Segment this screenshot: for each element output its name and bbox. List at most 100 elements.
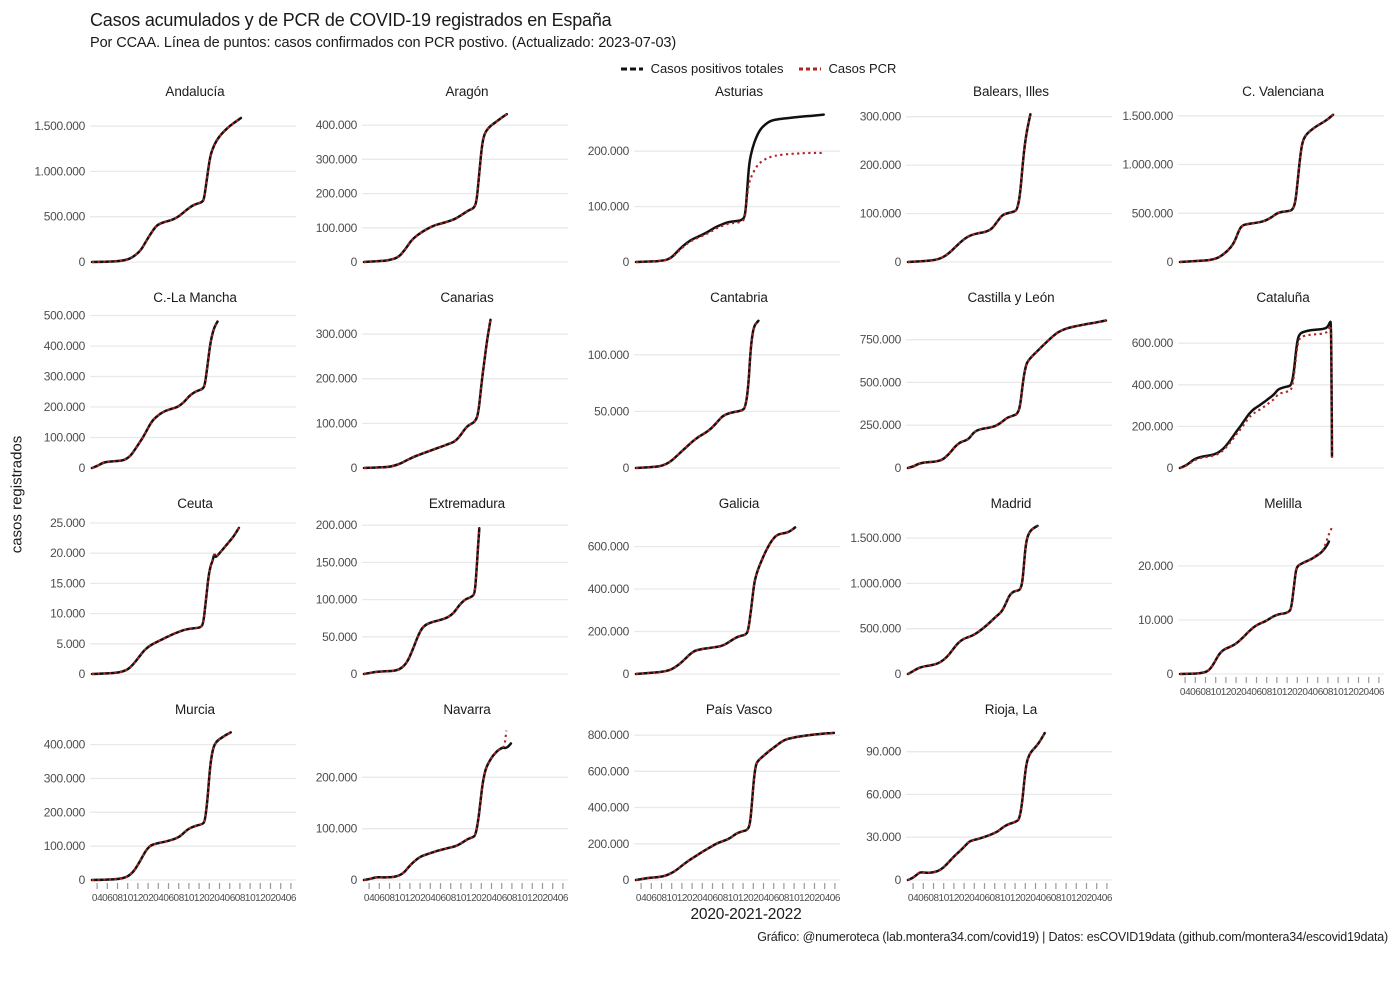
facet-title: Andalucía	[165, 84, 225, 99]
facet-C.-La Mancha: C.-La Mancha 0 100.000 200.000 300.000 400.00…	[28, 288, 300, 494]
chart-legend: Casos positivos totales Casos PCR	[126, 61, 1390, 76]
y-tick-label: 500.000	[1132, 206, 1174, 220]
total-line	[1178, 540, 1331, 676]
y-axis-label: casos registrados	[8, 435, 26, 553]
y-tick-label: 15.000	[50, 576, 86, 590]
facet-Cataluña: Cataluña 0 200.000 400.000 600.000	[1116, 288, 1388, 494]
y-tick-label: 0	[895, 255, 902, 269]
facet-grid: Andalucía 0 500.000 1.000.000 1.500.000 Aragó…	[28, 82, 1388, 906]
y-tick-label: 300.000	[316, 327, 358, 341]
x-tick-label: 10	[939, 893, 950, 904]
y-tick-label: 0	[895, 461, 902, 475]
pcr-line	[907, 732, 1046, 881]
x-tick-label: 12	[1343, 687, 1354, 698]
x-tick-label: 02	[1081, 893, 1092, 904]
total-line	[362, 112, 509, 264]
facet-Canarias: Canarias 0 100.000 200.000 300.000	[300, 288, 572, 494]
x-tick-label: 10	[517, 893, 528, 904]
y-tick-label: 50.000	[594, 404, 630, 418]
total-line	[90, 731, 232, 882]
y-tick-label: 400.000	[44, 738, 86, 752]
facet-Aragón: Aragón 0 100.000 200.000 300.000 400.000	[300, 82, 572, 288]
x-tick-label: 10	[789, 893, 800, 904]
facet-title: Castilla y León	[967, 290, 1055, 305]
pcr-line	[635, 731, 834, 882]
facet-Rioja, La: Rioja, La 0 30.000 60.000 90.000 04 06 08 10 12 02…	[844, 700, 1116, 906]
facet-Asturias: Asturias 0 100.000 200.000	[572, 82, 844, 288]
y-tick-label: 10.000	[50, 607, 86, 621]
x-tick-label: 12	[1071, 893, 1082, 904]
y-tick-label: 100.000	[860, 207, 902, 221]
facet-País Vasco: País Vasco 0 200.000 400.000 600.000 800.000 0…	[572, 700, 844, 906]
y-tick-label: 800.000	[588, 728, 630, 742]
x-tick-label: 10	[1061, 893, 1072, 904]
x-tick-label: 08	[1051, 893, 1062, 904]
facet-title: Asturias	[715, 84, 763, 99]
y-tick-label: 1.000.000	[1122, 158, 1173, 172]
x-tick-label: 08	[1323, 687, 1334, 698]
caption: Gráfico: @numeroteca (lab.montera34.com/…	[757, 930, 1388, 944]
facet-title: Rioja, La	[984, 702, 1038, 717]
facet-plot: 0 500.000 1.000.000 1.500.000	[34, 116, 296, 269]
x-tick-label: 12	[527, 893, 538, 904]
legend-item-pcr: Casos PCR	[798, 61, 897, 76]
y-tick-label: 1.000.000	[34, 164, 85, 178]
facet-plot: 0 5.000 10.000 15.000 20.000 25.000	[50, 516, 296, 681]
x-tick-label: 02	[1231, 687, 1242, 698]
facet-plot: 0 200.000 400.000 600.000	[1132, 320, 1384, 475]
x-tick-label: 08	[174, 893, 185, 904]
y-tick-label: 0	[79, 461, 86, 475]
y-tick-label: 90.000	[866, 745, 902, 759]
total-line-key-icon	[620, 67, 643, 70]
y-tick-label: 0	[623, 667, 630, 681]
x-tick-label: 02	[748, 893, 759, 904]
x-tick-label: 12	[799, 893, 810, 904]
y-tick-label: 200.000	[588, 837, 630, 851]
y-tick-label: 200.000	[44, 400, 86, 414]
facet-Balears, Illes: Balears, Illes 0 100.000 200.000 300.000	[844, 82, 1116, 288]
x-tick-label: 10	[123, 893, 134, 904]
x-tick-label: 06	[225, 893, 236, 904]
x-tick-label: 10	[667, 893, 678, 904]
y-tick-label: 400.000	[588, 582, 630, 596]
x-tick-label: 02	[809, 893, 820, 904]
x-tick-label: 06	[769, 893, 780, 904]
y-tick-label: 50.000	[322, 630, 358, 644]
page-subtitle: Por CCAA. Línea de puntos: casos confirm…	[90, 35, 677, 51]
x-tick-label: 04	[153, 893, 164, 904]
x-tick-label: 04	[1092, 893, 1103, 904]
facet-C. Valenciana: C. Valenciana 0 500.000 1.000.000 1.500.000	[1116, 82, 1388, 288]
y-tick-label: 0	[1167, 461, 1174, 475]
x-tick-label: 10	[245, 893, 256, 904]
legend-total-label: Casos positivos totales	[650, 61, 784, 76]
facet-title: Ceuta	[177, 496, 213, 511]
x-tick-label: 10	[1333, 687, 1344, 698]
facet-Galicia: Galicia 0 200.000 400.000 600.000	[572, 494, 844, 700]
x-tick-label: 08	[384, 893, 395, 904]
x-tick-label: 08	[990, 893, 1001, 904]
y-tick-label: 0	[351, 873, 358, 887]
legend-pcr-label: Casos PCR	[828, 61, 897, 76]
x-tick-label: 10	[395, 893, 406, 904]
pcr-line	[91, 527, 240, 676]
x-tick-label: 04	[820, 893, 831, 904]
x-tick-label: 06	[830, 893, 841, 904]
facet-Navarra: Navarra 0 100.000 200.000 04 06 08 10 12 02 04 06 08…	[300, 700, 572, 906]
x-tick-label: 06	[1190, 687, 1201, 698]
x-tick-label: 06	[1374, 687, 1385, 698]
x-tick-label: 08	[718, 893, 729, 904]
y-tick-label: 200.000	[44, 805, 86, 819]
y-tick-label: 200.000	[316, 187, 358, 201]
y-tick-label: 1.500.000	[34, 119, 85, 133]
x-tick-label: 12	[405, 893, 416, 904]
y-tick-label: 100.000	[316, 221, 358, 235]
y-tick-label: 400.000	[588, 801, 630, 815]
total-line	[1178, 113, 1335, 264]
y-tick-label: 0	[79, 873, 86, 887]
chart-main: casos registrados Andalucía 0 500.000 1.000…	[6, 82, 1390, 906]
empty-facet-cell	[1116, 700, 1388, 906]
x-tick-label: 04	[548, 893, 559, 904]
x-tick-label: 04	[1030, 893, 1041, 904]
